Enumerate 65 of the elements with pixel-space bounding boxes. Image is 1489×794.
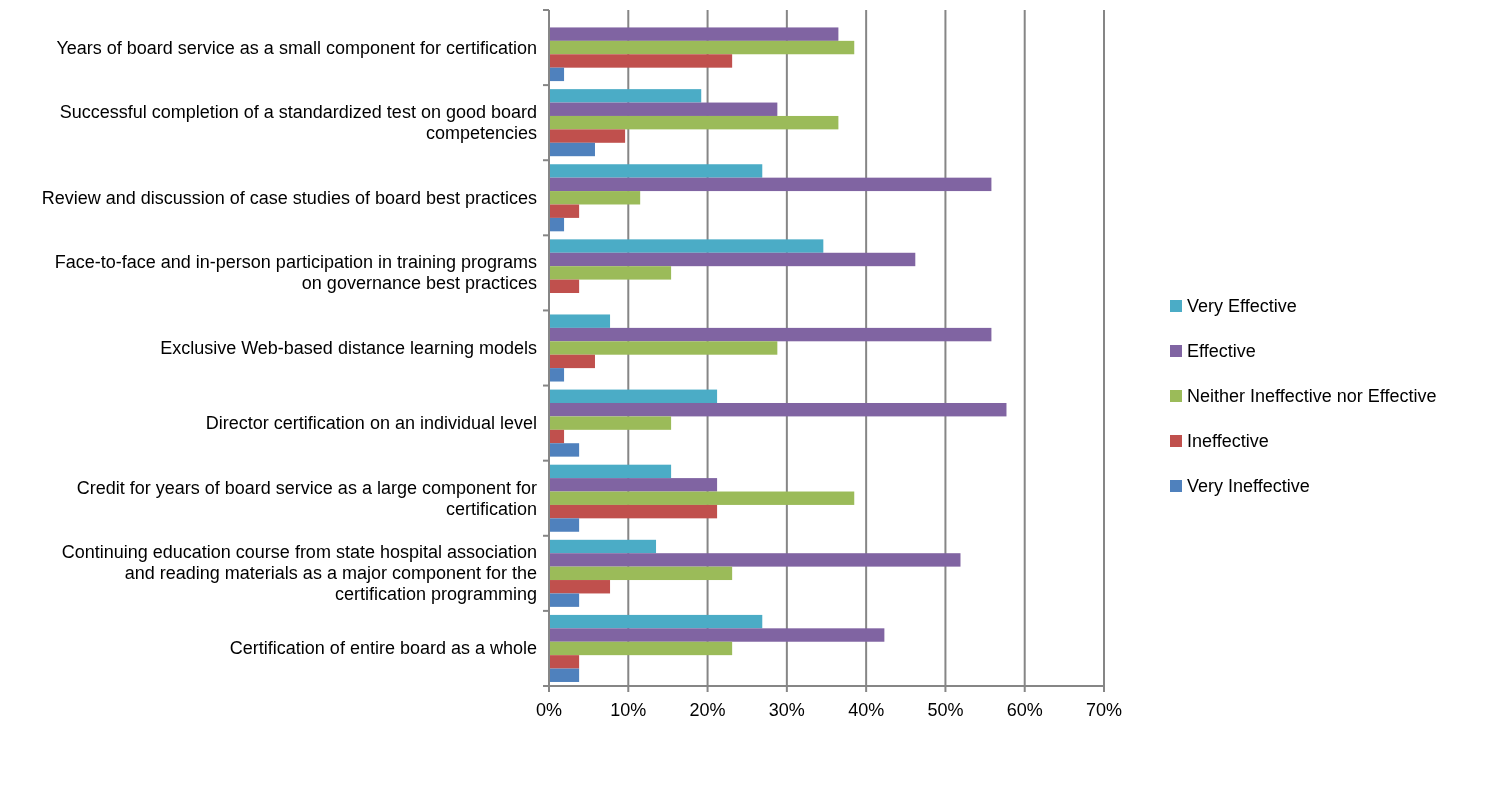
bar: [549, 389, 718, 403]
bar: [549, 593, 580, 607]
bar: [549, 553, 961, 567]
y-tick-label: Years of board service as a small component for certification: [56, 37, 537, 58]
bar: [549, 266, 672, 280]
bar: [549, 416, 672, 430]
legend-label: Very Ineffective: [1187, 476, 1310, 496]
bar: [549, 129, 626, 143]
bar: [549, 279, 580, 294]
bar: [549, 478, 718, 492]
bar: [549, 354, 595, 369]
bar: [549, 67, 565, 82]
x-tick-label: 20%: [689, 700, 726, 720]
bar: [549, 252, 916, 267]
bar: [549, 191, 641, 205]
x-tick-label: 10%: [610, 700, 647, 720]
bar: [549, 102, 778, 116]
legend-label: Very Effective: [1187, 296, 1297, 316]
x-tick-label: 60%: [1006, 700, 1043, 720]
bar: [549, 327, 992, 342]
bar: [549, 443, 580, 457]
bar: [549, 641, 733, 656]
bar: [549, 368, 565, 382]
x-tick-label: 70%: [1085, 700, 1123, 720]
y-tick-label: Face-to-face and in-person participation in training programs on governance best practices: [54, 252, 537, 294]
bar: [549, 40, 855, 55]
y-tick-label: Successful completion of a standardized test on good board competencies: [59, 102, 537, 144]
legend-label: Neither Ineffective nor Effective: [1187, 386, 1437, 406]
bar: [549, 204, 580, 218]
x-tick-label: 50%: [927, 700, 964, 720]
bar: [549, 142, 595, 157]
bar: [549, 668, 580, 682]
y-tick-label: Continuing education course from state hospital association and reading materials as a major component for the certification programming: [61, 542, 537, 605]
bar: [549, 177, 992, 192]
y-tick-label: Review and discussion of case studies of board best practices: [41, 187, 537, 208]
bar: [549, 341, 778, 355]
x-tick-label: 40%: [848, 700, 885, 720]
bar: [549, 164, 763, 178]
bar: [549, 402, 1007, 417]
bar: [549, 429, 565, 444]
bar: [549, 655, 580, 669]
bar: [549, 27, 839, 41]
bar: [549, 580, 611, 594]
bar: [549, 464, 672, 479]
bar: [549, 54, 733, 68]
bar: [549, 491, 855, 505]
x-tick-label: 0%: [535, 700, 563, 720]
bar: [549, 89, 702, 103]
bar: [549, 566, 733, 581]
y-tick-label: Credit for years of board service as a large component for certification: [76, 477, 537, 519]
bar: [549, 314, 611, 328]
y-tick-label: Director certification on an individual level: [205, 413, 537, 434]
bar: [549, 239, 824, 253]
legend-label: Effective: [1187, 341, 1256, 361]
bar: [549, 504, 718, 519]
bar: [549, 614, 763, 629]
bar: [549, 518, 580, 532]
bar: [549, 115, 839, 130]
y-tick-label: Certification of entire board as a whole: [229, 638, 537, 659]
y-tick-label: Exclusive Web-based distance learning models: [160, 338, 537, 358]
x-tick-label: 30%: [768, 700, 805, 720]
bar: [549, 217, 565, 232]
bar: [549, 539, 657, 554]
bar: [549, 628, 885, 642]
legend-label: Ineffective: [1187, 431, 1269, 451]
